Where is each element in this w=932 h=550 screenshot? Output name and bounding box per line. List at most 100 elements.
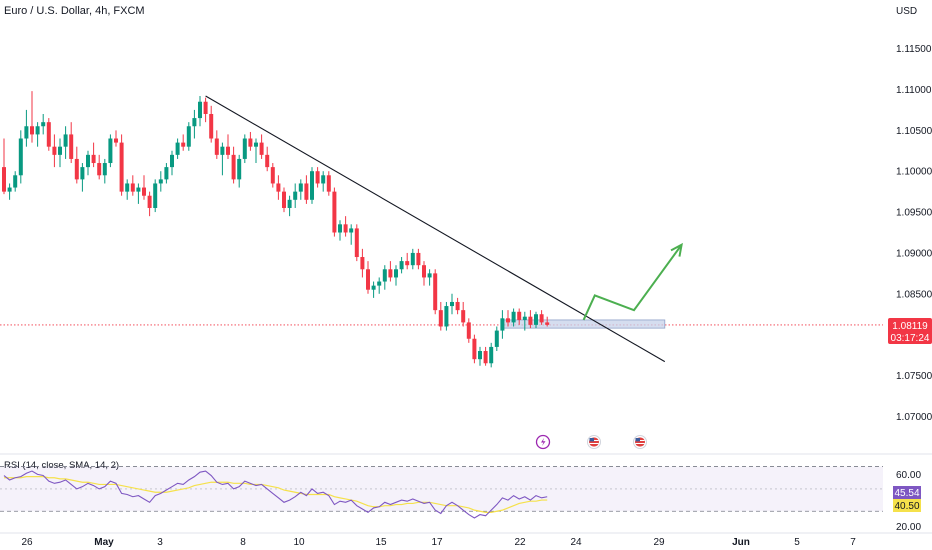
candle-body bbox=[35, 126, 40, 135]
projection-arrowhead bbox=[670, 242, 683, 257]
candle-body bbox=[114, 138, 118, 143]
candle-body bbox=[315, 171, 320, 184]
candle-body bbox=[119, 142, 124, 192]
candle-body bbox=[220, 146, 225, 155]
rsi-value-badge: 45.54 bbox=[893, 486, 921, 499]
price-scale-label: 1.07500 bbox=[896, 371, 932, 382]
current-price-value: 1.08119 bbox=[892, 321, 928, 332]
trendline[interactable] bbox=[205, 95, 666, 363]
bar-countdown: 03:17:24 bbox=[891, 333, 930, 344]
candles-group bbox=[2, 91, 550, 368]
candle-body bbox=[7, 187, 12, 192]
time-axis-label: Jun bbox=[732, 537, 750, 548]
candle-body bbox=[18, 138, 23, 176]
candle-body bbox=[276, 183, 281, 192]
candle-body bbox=[265, 154, 270, 168]
rsi-line bbox=[3, 470, 548, 519]
us-flag-event-icon[interactable] bbox=[587, 435, 601, 449]
candle-body bbox=[354, 228, 359, 258]
candle-body bbox=[175, 142, 180, 155]
candle-body bbox=[343, 224, 348, 233]
candle-body bbox=[170, 154, 174, 168]
time-axis-label: 15 bbox=[375, 537, 387, 548]
candle-body bbox=[466, 322, 471, 339]
candle-body bbox=[522, 316, 527, 320]
candle-body bbox=[192, 118, 197, 127]
candle-body bbox=[321, 175, 326, 184]
candle-body bbox=[472, 338, 477, 360]
candle-body bbox=[226, 146, 230, 155]
rsi-scale-label: 20.00 bbox=[896, 522, 921, 533]
time-axis[interactable]: 26 May 3 8 10 15 17 22 24 29 Jun 5 7 bbox=[21, 537, 856, 548]
candle-body bbox=[416, 252, 421, 266]
candle-body bbox=[517, 311, 522, 320]
candle-body bbox=[382, 269, 387, 282]
candle-body bbox=[405, 261, 410, 266]
candle-body bbox=[209, 113, 214, 139]
candle-body bbox=[30, 126, 34, 135]
candle-body bbox=[242, 138, 247, 159]
us-flag-event-icon[interactable] bbox=[633, 435, 647, 449]
time-axis-label: May bbox=[94, 537, 114, 548]
candle-body bbox=[310, 171, 314, 200]
candle-body bbox=[399, 261, 404, 270]
candle-body bbox=[444, 306, 449, 327]
candle-body bbox=[332, 191, 337, 233]
events-row bbox=[535, 434, 647, 450]
candle-body bbox=[248, 138, 253, 147]
candle-body bbox=[282, 191, 286, 208]
candle-body bbox=[534, 314, 538, 325]
time-axis-label: 3 bbox=[157, 537, 163, 548]
candle-body bbox=[366, 269, 370, 290]
price-scale-label: 1.08500 bbox=[896, 289, 932, 300]
price-scale-label: 1.09000 bbox=[896, 248, 932, 259]
candle-body bbox=[545, 322, 550, 325]
candle-body bbox=[41, 122, 46, 127]
candle-body bbox=[489, 346, 494, 364]
candle-body bbox=[461, 310, 466, 323]
candle-body bbox=[528, 316, 533, 325]
price-scale-label: 1.10500 bbox=[896, 126, 932, 137]
candle-body bbox=[433, 273, 438, 311]
time-axis-label: 7 bbox=[850, 537, 856, 548]
projection-arrow[interactable] bbox=[582, 244, 683, 321]
time-axis-label: 22 bbox=[514, 537, 526, 548]
candle-body bbox=[455, 301, 460, 311]
candle-body bbox=[153, 183, 158, 208]
rsi-sma-badge: 40.50 bbox=[893, 499, 921, 512]
time-axis-label: 5 bbox=[794, 537, 800, 548]
candle-body bbox=[80, 167, 85, 180]
candle-body bbox=[46, 122, 51, 147]
candle-body bbox=[63, 134, 68, 147]
lightning-event-icon[interactable] bbox=[535, 434, 551, 450]
current-price-badge: 1.08119 03:17:24 bbox=[888, 318, 932, 344]
candle-body bbox=[2, 167, 6, 192]
rsi-pane[interactable]: 60.00 20.00 45.54 40.50 bbox=[0, 466, 921, 533]
rsi-indicator-label[interactable]: RSI (14, close, SMA, 14, 2) bbox=[4, 460, 120, 471]
candle-body bbox=[483, 351, 488, 364]
candle-body bbox=[349, 228, 354, 233]
candle-body bbox=[231, 154, 236, 180]
candle-body bbox=[371, 285, 376, 290]
price-scale-label: 1.07000 bbox=[896, 412, 932, 423]
candle-body bbox=[237, 158, 242, 180]
price-scale-label: 1.09500 bbox=[896, 208, 932, 219]
candle-body bbox=[438, 310, 443, 327]
price-scale-label: 1.11000 bbox=[896, 85, 932, 96]
price-pane[interactable] bbox=[0, 91, 883, 368]
currency-label[interactable]: USD bbox=[896, 6, 918, 17]
candle-body bbox=[478, 351, 482, 360]
time-axis-label: 24 bbox=[570, 537, 582, 548]
support-zone[interactable] bbox=[501, 319, 666, 329]
candle-body bbox=[388, 269, 393, 278]
candle-body bbox=[360, 257, 365, 270]
price-scale[interactable]: 1.11500 1.11000 1.10500 1.10000 1.09500 1.090… bbox=[896, 44, 932, 423]
candle-body bbox=[147, 195, 152, 208]
time-axis-label: 26 bbox=[21, 537, 33, 548]
candle-body bbox=[422, 265, 426, 278]
candle-body bbox=[326, 175, 331, 192]
candle-body bbox=[130, 183, 135, 192]
candle-body bbox=[97, 163, 102, 176]
candle-body bbox=[394, 269, 398, 278]
